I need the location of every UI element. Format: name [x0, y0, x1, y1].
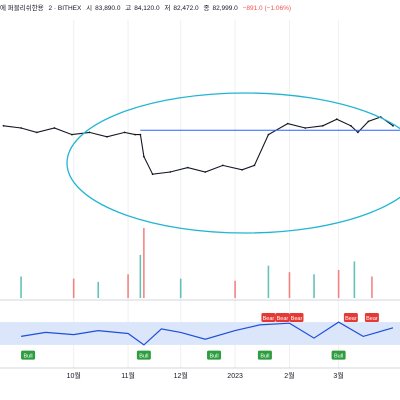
volume-bar — [337, 270, 340, 298]
price-point — [204, 171, 207, 173]
volume-bar — [267, 265, 270, 298]
volume-bar — [288, 272, 291, 298]
price-point — [169, 171, 172, 173]
price-point — [335, 118, 338, 121]
bear-label: Bear — [275, 313, 290, 323]
signal-text: Bear — [263, 316, 275, 322]
x-tick-label: 3월 — [333, 371, 343, 380]
price-point — [267, 133, 270, 136]
volume-panel — [20, 228, 373, 298]
ellipse-drawing — [66, 92, 400, 234]
volume-bar — [72, 278, 75, 298]
volume-bar — [313, 274, 315, 298]
price-point — [253, 164, 256, 167]
oscillator-line — [21, 321, 394, 346]
signal-text: Bull — [139, 353, 148, 359]
bear-label: Bear — [343, 313, 358, 323]
price-point — [186, 166, 189, 169]
price-point — [286, 122, 289, 125]
time-axis: 10월 11월 12월 2023 2월 3월 — [0, 299, 400, 380]
volume-bar — [127, 274, 129, 298]
bull-label: Bull — [257, 350, 272, 360]
x-tick-label: 11월 — [121, 371, 135, 380]
price-point — [367, 120, 370, 123]
volume-bar — [353, 261, 356, 298]
volume-bar — [139, 254, 142, 298]
signal-text: Bear — [345, 316, 357, 322]
price-point — [392, 124, 394, 127]
change-value: −891.0 (−1.06%) — [242, 5, 292, 12]
x-tick-label: 2023 — [227, 373, 243, 380]
price-point — [20, 127, 22, 129]
low-value: 82,472.0 — [173, 5, 199, 12]
x-tick-label: 2월 — [284, 371, 294, 380]
bull-label: Bull — [331, 350, 346, 360]
bear-badge — [289, 313, 304, 323]
open-label: 시 — [86, 5, 93, 12]
bear-label: Bear — [364, 313, 379, 323]
price-point — [356, 131, 359, 134]
price-point — [304, 127, 307, 129]
price-point — [221, 164, 224, 167]
bull-label: Bull — [21, 350, 36, 360]
price-point — [142, 155, 145, 158]
price-point — [139, 133, 142, 136]
exchange-label: 2 · BITHEX — [48, 5, 82, 12]
volume-bar — [97, 281, 100, 298]
bear-badge — [343, 313, 358, 323]
ohlc-legend: 에 퍼블리쉬한용 2 · BITHEX 시 83,890.0 고 84,120.0 … — [0, 0, 400, 18]
bull-badge — [331, 350, 346, 360]
bear-badge — [364, 313, 379, 323]
volume-bar — [179, 278, 182, 298]
oscillator-band — [0, 322, 400, 345]
volume-bar — [20, 276, 22, 298]
volume-bar — [371, 276, 373, 298]
close-label: 종 — [203, 5, 210, 12]
bear-label: Bear — [289, 313, 304, 323]
price-point — [349, 124, 352, 127]
x-tick-label: 12월 — [174, 371, 188, 380]
price-point — [71, 133, 73, 136]
high-label: 고 — [125, 5, 132, 12]
bull-badge — [207, 350, 222, 360]
high-value: 84,120.0 — [134, 5, 160, 12]
symbol-title: 에 퍼블리쉬한용 — [0, 5, 44, 12]
price-point — [151, 173, 154, 176]
price-point — [53, 127, 56, 129]
bear-badge — [275, 313, 290, 323]
price-point — [106, 135, 108, 138]
price-panel — [2, 92, 400, 234]
volume-bar — [143, 228, 145, 298]
x-tick-label: 10월 — [67, 371, 81, 380]
signal-text: Bear — [291, 316, 303, 322]
signal-text: Bear — [366, 316, 378, 322]
volume-bar — [234, 280, 236, 298]
signal-text: Bull — [260, 353, 269, 359]
price-point — [2, 124, 5, 127]
bull-label: Bull — [136, 350, 151, 360]
bull-label: Bull — [207, 350, 222, 360]
bear-label: Bear — [261, 313, 276, 323]
price-point — [88, 131, 91, 134]
signal-text: Bull — [23, 353, 32, 359]
grid — [73, 20, 340, 368]
low-label: 저 — [164, 5, 171, 12]
price-point — [241, 168, 244, 171]
close-value: 82,999.0 — [212, 5, 238, 12]
signal-text: Bull — [334, 353, 343, 359]
price-point — [123, 131, 126, 134]
signal-text: Bull — [209, 353, 218, 359]
price-line — [3, 116, 394, 175]
open-value: 83,890.0 — [95, 5, 121, 12]
price-point — [134, 133, 136, 136]
bull-badge — [257, 350, 272, 360]
price-point — [321, 124, 324, 127]
signal-text: Bear — [277, 316, 289, 322]
bear-badge — [261, 313, 276, 323]
bull-badge — [136, 350, 151, 360]
bull-badge — [21, 350, 36, 360]
price-point — [35, 131, 38, 134]
